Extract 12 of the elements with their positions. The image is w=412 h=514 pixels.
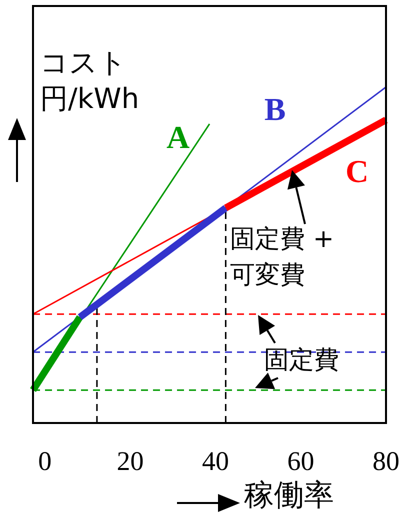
x-tick-label: 40 xyxy=(202,446,229,476)
x-tick-label: 20 xyxy=(116,446,144,476)
series-label: A xyxy=(166,119,190,155)
ylabel: コスト円/kWh xyxy=(40,46,140,115)
x-tick-label: 80 xyxy=(372,446,400,476)
x-tick-label: 60 xyxy=(287,446,314,476)
series-label: C xyxy=(345,153,369,189)
annotation: 固定費 xyxy=(264,345,339,374)
series-label: B xyxy=(264,91,286,127)
x-tick-label: 0 xyxy=(38,446,52,476)
x-axis-title: 稼働率 xyxy=(244,478,334,513)
annotation: 固定費 + 可変費 xyxy=(230,224,334,289)
